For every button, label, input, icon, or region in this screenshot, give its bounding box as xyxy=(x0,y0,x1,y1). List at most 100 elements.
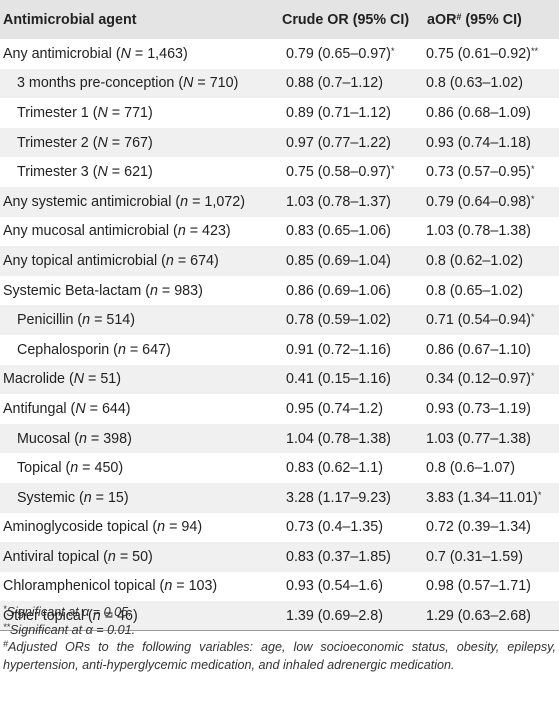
table-row: Cephalosporin (n = 647) 0.91 (0.72–1.16) 0… xyxy=(0,335,559,365)
table-row: Any topical antimicrobial (n = 674) 0.85 … xyxy=(0,246,559,276)
agent-cell: Systemic (n = 15) xyxy=(0,482,276,513)
significance-mark: * xyxy=(530,312,535,323)
crude-or-cell: 0.91 (0.72–1.16) xyxy=(276,335,419,365)
sample-size-value: = 674) xyxy=(173,252,219,269)
sample-size-value: = 46) xyxy=(100,607,138,624)
adjusted-or-value: 0.73 (0.57–0.95) xyxy=(426,164,531,181)
sample-size-symbol: n xyxy=(165,252,174,269)
crude-or-cell: 0.93 (0.54–1.6) xyxy=(276,572,419,602)
table-header-row: Antimicrobial agent Crude OR (95% CI) aO… xyxy=(0,0,559,39)
crude-or-cell: 0.83 (0.65–1.06) xyxy=(276,217,419,247)
sample-size-value: = 423) xyxy=(185,223,231,240)
sample-size-value: = 710) xyxy=(193,75,239,92)
crude-or-value: 0.83 (0.65–1.06) xyxy=(286,223,391,240)
sample-size-symbol: N xyxy=(97,104,108,121)
adjusted-or-cell: 0.75 (0.61–0.92)** xyxy=(419,39,559,69)
significance-mark: ** xyxy=(530,45,538,56)
sample-size-symbol: n xyxy=(83,489,92,506)
adjusted-or-cell: 3.83 (1.34–11.01)* xyxy=(419,482,559,513)
agent-name: Trimester 3 ( xyxy=(17,164,98,181)
adjusted-or-value: 1.03 (0.77–1.38) xyxy=(426,430,531,447)
agent-name: Systemic Beta-lactam ( xyxy=(3,282,150,299)
table-row: Topical (n = 450) 0.83 (0.62–1.1) 0.8 (0.6… xyxy=(0,453,559,483)
agent-name: Trimester 2 ( xyxy=(17,134,98,151)
crude-or-value: 0.89 (0.71–1.12) xyxy=(286,104,391,121)
table-row: Trimester 2 (N = 767) 0.97 (0.77–1.22) 0.9… xyxy=(0,127,559,158)
sample-size-symbol: n xyxy=(157,519,166,536)
crude-or-value: 0.73 (0.4–1.35) xyxy=(286,519,383,536)
adjusted-or-cell: 0.86 (0.67–1.10) xyxy=(419,335,559,365)
sample-size-symbol: n xyxy=(180,193,189,210)
agent-cell: Any systemic antimicrobial (n = 1,072) xyxy=(0,186,276,217)
sample-size-symbol: n xyxy=(107,548,116,565)
agent-cell: Trimester 2 (N = 767) xyxy=(0,127,276,158)
footnote-mark: # xyxy=(3,639,9,650)
footnote-mark: * xyxy=(3,604,7,614)
sample-size-symbol: n xyxy=(82,312,91,329)
sample-size-symbol: n xyxy=(70,460,79,477)
sample-size-value: = 398) xyxy=(86,430,132,447)
crude-or-value: 0.86 (0.69–1.06) xyxy=(286,282,391,299)
adjusted-or-value: 0.34 (0.12–0.97) xyxy=(426,371,531,388)
agent-cell: Macrolide (N = 51) xyxy=(0,364,276,395)
adjusted-or-value: 1.03 (0.78–1.38) xyxy=(426,223,531,240)
crude-or-cell: 0.86 (0.69–1.06) xyxy=(276,276,419,306)
agent-cell: Mucosal (n = 398) xyxy=(0,423,276,454)
crude-or-value: 0.97 (0.77–1.22) xyxy=(286,134,391,151)
sample-size-value: = 983) xyxy=(157,282,203,299)
crude-or-value: 0.79 (0.65–0.97) xyxy=(286,45,391,62)
header-adjusted-ci: (95% CI) xyxy=(461,11,522,28)
table-row: Mucosal (n = 398) 1.04 (0.78–1.38) 1.03 (0… xyxy=(0,423,559,454)
agent-cell: Chloramphenicol topical (n = 103) xyxy=(0,572,276,602)
agent-name: Any antimicrobial ( xyxy=(3,45,121,62)
agent-cell: Any mucosal antimicrobial (n = 423) xyxy=(0,217,276,247)
agent-cell: Cephalosporin (n = 647) xyxy=(0,335,276,365)
sample-size-symbol: n xyxy=(164,578,173,595)
crude-or-cell: 0.78 (0.59–1.02) xyxy=(276,305,419,335)
agent-name: Antifungal ( xyxy=(3,400,76,417)
footnote-significance-005: *Significant at α = 0.05. xyxy=(3,604,556,622)
crude-or-value: 0.93 (0.54–1.6) xyxy=(286,578,383,595)
agent-name: Systemic ( xyxy=(17,489,84,506)
adjusted-or-value: 0.72 (0.39–1.34) xyxy=(426,519,531,536)
crude-or-cell: 0.89 (0.71–1.12) xyxy=(276,98,419,128)
significance-mark: * xyxy=(530,193,535,204)
adjusted-or-cell: 0.79 (0.64–0.98)* xyxy=(419,186,559,217)
crude-or-cell: 0.85 (0.69–1.04) xyxy=(276,246,419,276)
sample-size-symbol: n xyxy=(92,607,101,624)
agent-cell: Penicillin (n = 514) xyxy=(0,305,276,335)
sample-size-value: = 514) xyxy=(90,312,136,329)
crude-or-cell: 0.88 (0.7–1.12) xyxy=(276,68,419,99)
adjusted-or-cell: 1.03 (0.77–1.38) xyxy=(419,423,559,454)
sample-size-symbol: N xyxy=(75,400,86,417)
adjusted-or-value: 0.7 (0.31–1.59) xyxy=(426,548,523,565)
agent-cell: Trimester 1 (N = 771) xyxy=(0,98,276,128)
table-row: Antiviral topical (n = 50) 0.83 (0.37–1.8… xyxy=(0,542,559,572)
crude-or-cell: 0.75 (0.58–0.97)* xyxy=(276,157,419,187)
sample-size-value: = 621) xyxy=(107,164,153,181)
agent-cell: Systemic Beta-lactam (n = 983) xyxy=(0,276,276,306)
crude-or-cell: 0.83 (0.37–1.85) xyxy=(276,542,419,572)
sample-size-value: = 644) xyxy=(85,400,131,417)
agent-name: Topical ( xyxy=(17,460,71,477)
agent-name: Trimester 1 ( xyxy=(17,104,98,121)
table-body: Any antimicrobial (N = 1,463) 0.79 (0.65–… xyxy=(0,39,559,632)
table-row: Trimester 1 (N = 771) 0.89 (0.71–1.12) 0.8… xyxy=(0,98,559,128)
significance-mark: * xyxy=(537,489,542,500)
agent-name: Aminoglycoside topical ( xyxy=(3,519,158,536)
crude-or-value: 0.88 (0.7–1.12) xyxy=(286,75,383,92)
sample-size-symbol: N xyxy=(97,134,108,151)
footnote-text: Adjusted ORs to the following variables:… xyxy=(3,640,556,672)
adjusted-or-cell: 0.8 (0.62–1.02) xyxy=(419,246,559,276)
sample-size-value: = 15) xyxy=(91,489,129,506)
adjusted-or-value: 3.83 (1.34–11.01) xyxy=(426,489,538,506)
table-row: Other topical (n = 46) 1.39 (0.69–2.8) 1.2… xyxy=(0,601,559,632)
adjusted-or-value: 0.86 (0.67–1.10) xyxy=(426,341,531,358)
agent-name: Chloramphenicol topical ( xyxy=(3,578,165,595)
adjusted-or-cell: 0.8 (0.65–1.02) xyxy=(419,276,559,306)
crude-or-cell: 0.79 (0.65–0.97)* xyxy=(276,39,419,69)
agent-cell: Antiviral topical (n = 50) xyxy=(0,542,276,572)
table-row: Systemic (n = 15) 3.28 (1.17–9.23) 3.83 (1… xyxy=(0,482,559,513)
table-row: 3 months pre-conception (N = 710) 0.88 (0… xyxy=(0,68,559,99)
